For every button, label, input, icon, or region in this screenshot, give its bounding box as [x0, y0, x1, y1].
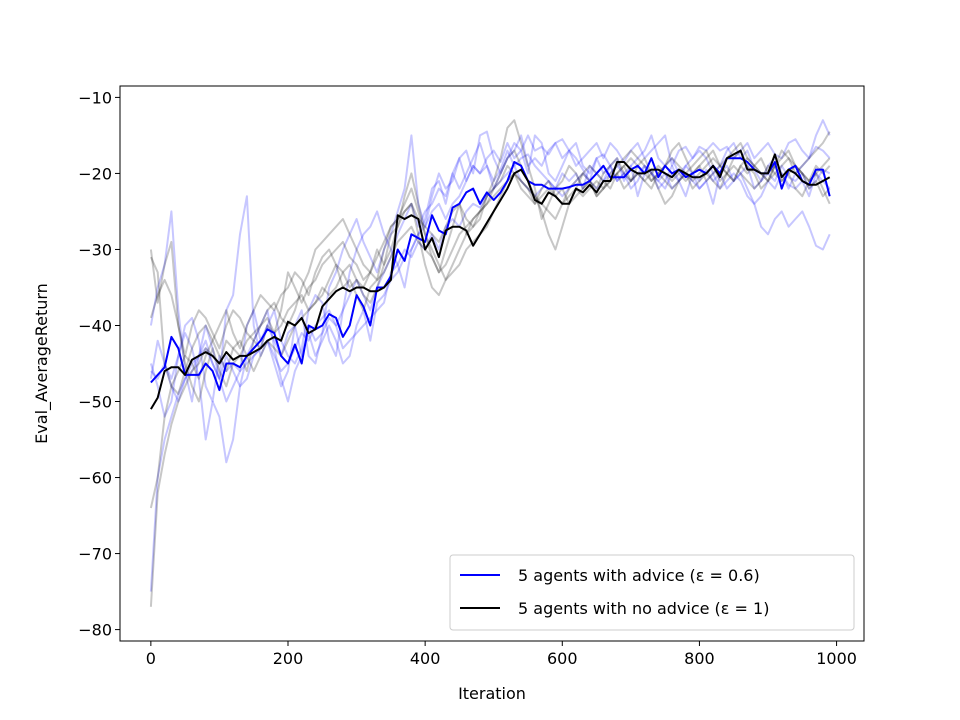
y-tick-label: −70 — [78, 545, 112, 564]
y-axis-label: Eval_AverageReturn — [32, 283, 52, 444]
x-tick-label: 800 — [684, 649, 715, 668]
y-tick-label: −80 — [78, 621, 112, 640]
run-line-2 — [149, 149, 831, 464]
legend-label: 5 agents with no advice (ε = 1) — [518, 599, 769, 618]
x-tick-label: 200 — [273, 649, 304, 668]
y-tick-label: −20 — [78, 164, 112, 183]
x-tick-label: 600 — [547, 649, 578, 668]
plot-frame — [119, 85, 865, 642]
run-line-3 — [149, 130, 831, 403]
y-tick-label: −40 — [78, 316, 112, 335]
means-layer — [150, 149, 831, 410]
x-axis: 0 200 400 600 800 1000 — [146, 641, 857, 668]
legend: 5 agents with advice (ε = 0.6) 5 agents w… — [449, 554, 855, 631]
y-tick-label: −50 — [78, 393, 112, 412]
x-tick-label: 400 — [410, 649, 441, 668]
y-tick-label: −60 — [78, 469, 112, 488]
x-tick-label: 0 — [146, 649, 156, 668]
y-tick-label: −10 — [78, 88, 112, 107]
legend-box — [449, 554, 855, 631]
y-axis: −80 −70 −60 −50 −40 −30 −20 −10 — [78, 88, 120, 640]
y-tick-label: −30 — [78, 240, 112, 259]
legend-label: 5 agents with advice (ε = 0.6) — [518, 566, 760, 585]
x-tick-label: 1000 — [816, 649, 857, 668]
x-axis-label: Iteration — [458, 684, 526, 703]
series-line-no-advice — [150, 149, 831, 410]
run-line-10 — [149, 157, 831, 357]
